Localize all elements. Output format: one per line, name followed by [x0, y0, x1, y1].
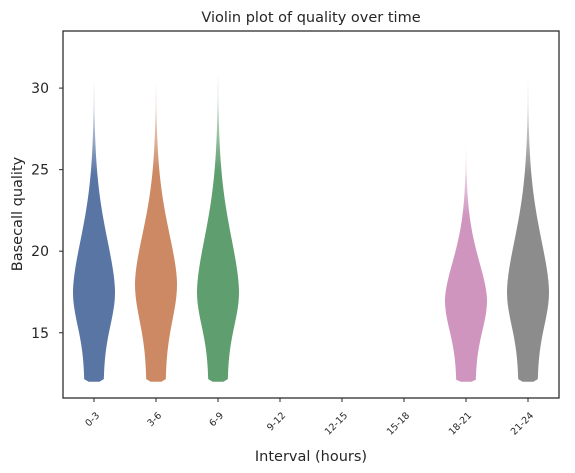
- x-axis-ticks: 0-3 3-6 6-9 9-12 12-15 15-18 18-21 21-24: [83, 398, 536, 438]
- x-tick-label: 18-21: [447, 410, 474, 437]
- x-tick-label: 3-6: [145, 410, 164, 429]
- x-tick-label: 15-18: [385, 410, 412, 437]
- violin-group: [73, 71, 549, 382]
- x-tick-label: 6-9: [207, 410, 226, 429]
- y-axis-label: Basecall quality: [10, 156, 26, 271]
- violin-6-9: [197, 71, 239, 382]
- violin-0-3: [73, 79, 115, 382]
- x-tick-label: 9-12: [265, 410, 288, 433]
- x-tick-label: 0-3: [83, 410, 102, 429]
- chart-title: Violin plot of quality over time: [201, 10, 420, 26]
- y-tick-label: 25: [31, 163, 49, 179]
- y-tick-label: 30: [31, 81, 49, 97]
- violin-18-21: [445, 145, 487, 382]
- y-tick-label: 20: [31, 244, 49, 260]
- x-tick-label: 12-15: [323, 410, 350, 437]
- y-tick-label: 15: [31, 326, 49, 342]
- x-axis-label: Interval (hours): [255, 449, 367, 465]
- y-axis-ticks: 15 20 25 30: [31, 81, 63, 342]
- plot-frame: [62, 30, 560, 399]
- violin-3-6: [135, 79, 177, 382]
- x-tick-label: 21-24: [509, 410, 536, 437]
- violin-21-24: [507, 79, 549, 382]
